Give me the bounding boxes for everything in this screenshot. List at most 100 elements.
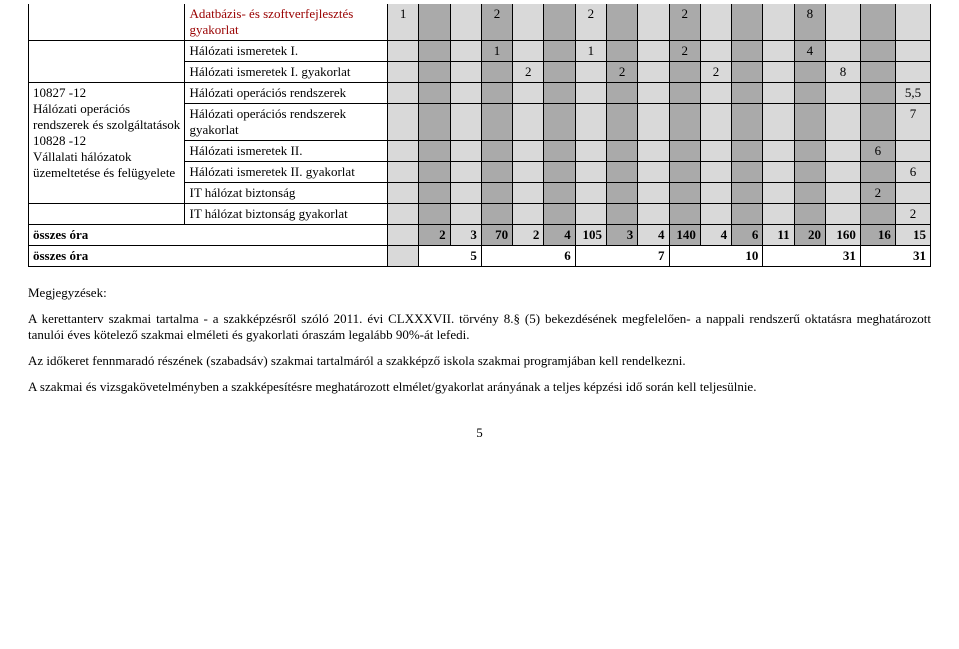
cell xyxy=(388,104,419,141)
cell xyxy=(388,162,419,183)
cell xyxy=(575,183,606,204)
cell: 8 xyxy=(825,62,860,83)
cell xyxy=(513,183,544,204)
cell xyxy=(638,162,669,183)
cell xyxy=(860,62,895,83)
cell xyxy=(419,141,450,162)
cell xyxy=(450,104,481,141)
cell xyxy=(700,41,731,62)
cell xyxy=(669,141,700,162)
cell xyxy=(794,141,825,162)
cell xyxy=(763,104,794,141)
cell xyxy=(481,141,512,162)
cell: 3 xyxy=(606,225,637,246)
cell xyxy=(388,225,419,246)
cell xyxy=(606,4,637,41)
cell xyxy=(388,204,419,225)
cell xyxy=(669,183,700,204)
cell xyxy=(700,162,731,183)
cell xyxy=(388,183,419,204)
cell: 2 xyxy=(513,225,544,246)
cell xyxy=(29,41,185,62)
cell: 1 xyxy=(481,41,512,62)
cell xyxy=(825,4,860,41)
cell xyxy=(544,204,575,225)
cell xyxy=(794,83,825,104)
cell xyxy=(669,62,700,83)
notes-p2: Az időkeret fennmaradó részének (szabads… xyxy=(28,353,931,369)
cell xyxy=(669,204,700,225)
cell xyxy=(388,62,419,83)
cell xyxy=(575,104,606,141)
cell xyxy=(825,41,860,62)
cell: 4 xyxy=(700,225,731,246)
cell: 70 xyxy=(481,225,512,246)
cell: IT hálózat biztonság gyakorlat xyxy=(185,204,388,225)
cell xyxy=(575,83,606,104)
cell: 6 xyxy=(481,246,575,267)
cell xyxy=(825,204,860,225)
cell xyxy=(606,83,637,104)
cell xyxy=(388,41,419,62)
cell xyxy=(732,104,763,141)
cell xyxy=(450,62,481,83)
cell xyxy=(732,83,763,104)
cell xyxy=(763,183,794,204)
cell xyxy=(638,41,669,62)
cell: 5 xyxy=(419,246,482,267)
cell xyxy=(419,204,450,225)
cell xyxy=(825,183,860,204)
cell xyxy=(575,204,606,225)
cell xyxy=(513,141,544,162)
cell: 31 xyxy=(763,246,861,267)
cell xyxy=(450,162,481,183)
cell: 2 xyxy=(419,225,450,246)
cell xyxy=(513,83,544,104)
cell xyxy=(794,162,825,183)
cell xyxy=(763,83,794,104)
cell xyxy=(860,83,895,104)
cell xyxy=(732,41,763,62)
cell xyxy=(700,4,731,41)
notes-p3: A szakmai és vizsgakövetelményben a szak… xyxy=(28,379,931,395)
cell xyxy=(544,41,575,62)
cell xyxy=(895,62,930,83)
cell xyxy=(544,62,575,83)
cell: 1 xyxy=(575,41,606,62)
cell xyxy=(513,41,544,62)
cell xyxy=(419,183,450,204)
cell xyxy=(860,204,895,225)
cell: 6 xyxy=(860,141,895,162)
cell xyxy=(895,41,930,62)
cell xyxy=(732,162,763,183)
cell: Hálózati ismeretek I. gyakorlat xyxy=(185,62,388,83)
cell xyxy=(450,204,481,225)
cell: 2 xyxy=(860,183,895,204)
cell xyxy=(575,162,606,183)
cell xyxy=(700,141,731,162)
cell xyxy=(794,104,825,141)
cell xyxy=(669,104,700,141)
cell xyxy=(544,183,575,204)
cell xyxy=(419,83,450,104)
cell: 31 xyxy=(860,246,930,267)
cell xyxy=(481,62,512,83)
cell: 20 xyxy=(794,225,825,246)
cell xyxy=(450,41,481,62)
cell xyxy=(544,83,575,104)
cell xyxy=(825,83,860,104)
cell xyxy=(513,4,544,41)
cell xyxy=(638,62,669,83)
cell: 6 xyxy=(895,162,930,183)
cell xyxy=(700,104,731,141)
cell xyxy=(763,162,794,183)
cell xyxy=(825,104,860,141)
notes-section: Megjegyzések: A kerettanterv szakmai tar… xyxy=(28,285,931,395)
cell: 4 xyxy=(638,225,669,246)
cell xyxy=(763,141,794,162)
cell xyxy=(638,204,669,225)
cell xyxy=(29,204,185,225)
cell: Hálózati ismeretek II. gyakorlat xyxy=(185,162,388,183)
cell xyxy=(763,204,794,225)
cell xyxy=(669,162,700,183)
